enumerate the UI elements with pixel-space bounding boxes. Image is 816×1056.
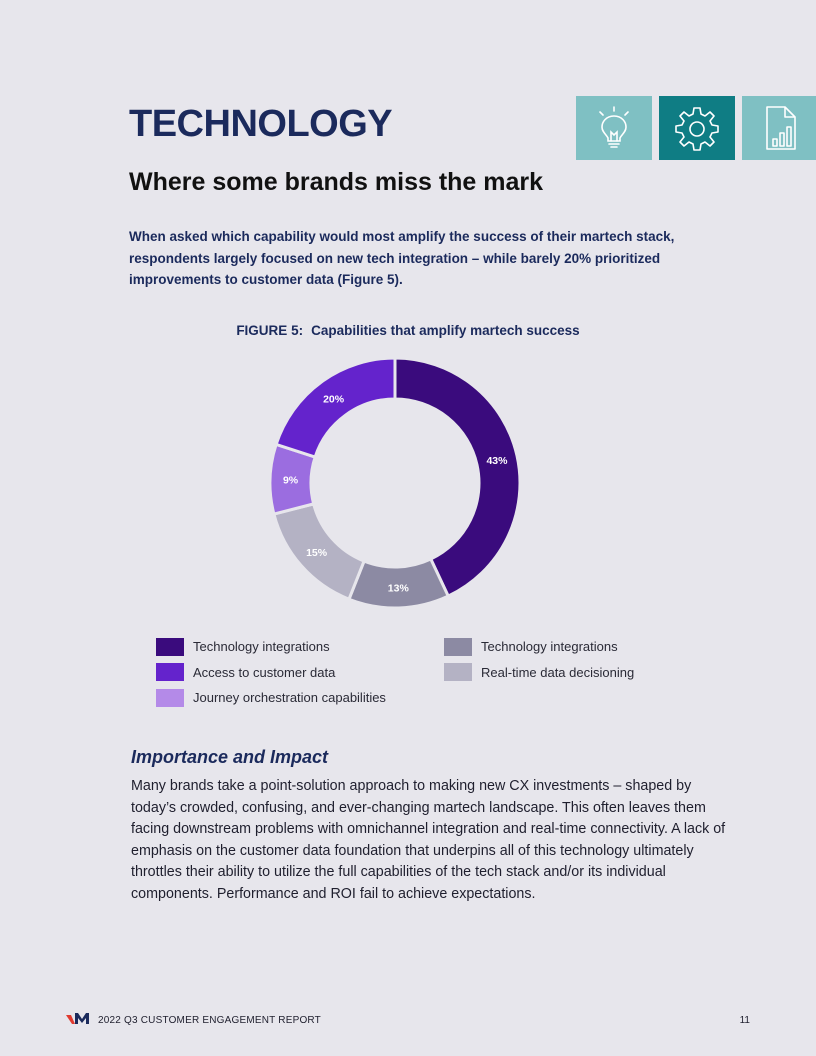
document-chart-icon [766, 106, 796, 150]
legend-label: Journey orchestration capabilities [193, 690, 386, 706]
lightbulb-icon [599, 106, 629, 148]
company-logo [66, 1013, 89, 1024]
legend-item: Journey orchestration capabilities [156, 685, 386, 711]
footer-report-title: 2022 Q3 CUSTOMER ENGAGEMENT REPORT [98, 1015, 321, 1026]
legend-label: Technology integrations [193, 639, 330, 655]
legend-label: Technology integrations [481, 639, 618, 655]
figure-label: FIGURE 5: [236, 323, 304, 338]
donut-slice-label: 13% [388, 582, 410, 594]
donut-chart: 43% 13% 15% 9% 20% [268, 356, 522, 610]
legend-label: Access to customer data [193, 664, 336, 680]
donut-slice-label: 9% [283, 475, 299, 487]
donut-slice-label: 15% [306, 547, 328, 559]
donut-slice [274, 356, 397, 459]
legend-item: Technology integrations [156, 634, 386, 660]
legend-swatch [444, 663, 472, 682]
legend-item: Technology integrations [444, 634, 634, 660]
donut-slice-label: 43% [486, 455, 508, 467]
legend-label: Real-time data decisioning [481, 664, 635, 680]
legend-item: Access to customer data [156, 660, 386, 686]
section-heading: Importance and Impact [131, 747, 329, 767]
legend-left: Technology integrations Access to custom… [156, 634, 386, 711]
legend-right: Technology integrations Real-time data d… [444, 634, 634, 685]
gear-icon [675, 107, 719, 151]
page-number: 11 [739, 1015, 750, 1026]
legend-swatch [444, 637, 472, 656]
legend-swatch [156, 663, 184, 682]
gear-tile [659, 96, 735, 160]
donut-slice [393, 356, 522, 599]
donut-slice-label: 20% [323, 393, 345, 405]
lightbulb-tile [576, 96, 652, 160]
body-paragraph: Many brands take a point-solution approa… [131, 778, 726, 902]
section-subtitle: Where some brands miss the mark [129, 168, 544, 196]
legend-item: Real-time data decisioning [444, 660, 634, 686]
legend-swatch [156, 688, 184, 707]
document-chart-tile [742, 96, 816, 160]
legend-swatch [156, 637, 184, 656]
intro-paragraph: When asked which capability would most a… [129, 229, 675, 287]
figure-title: FIGURE 5: Capabilities that amplify marte… [0, 323, 816, 338]
figure-caption: Capabilities that amplify martech succes… [311, 323, 580, 338]
page-title: TECHNOLOGY [129, 103, 393, 145]
